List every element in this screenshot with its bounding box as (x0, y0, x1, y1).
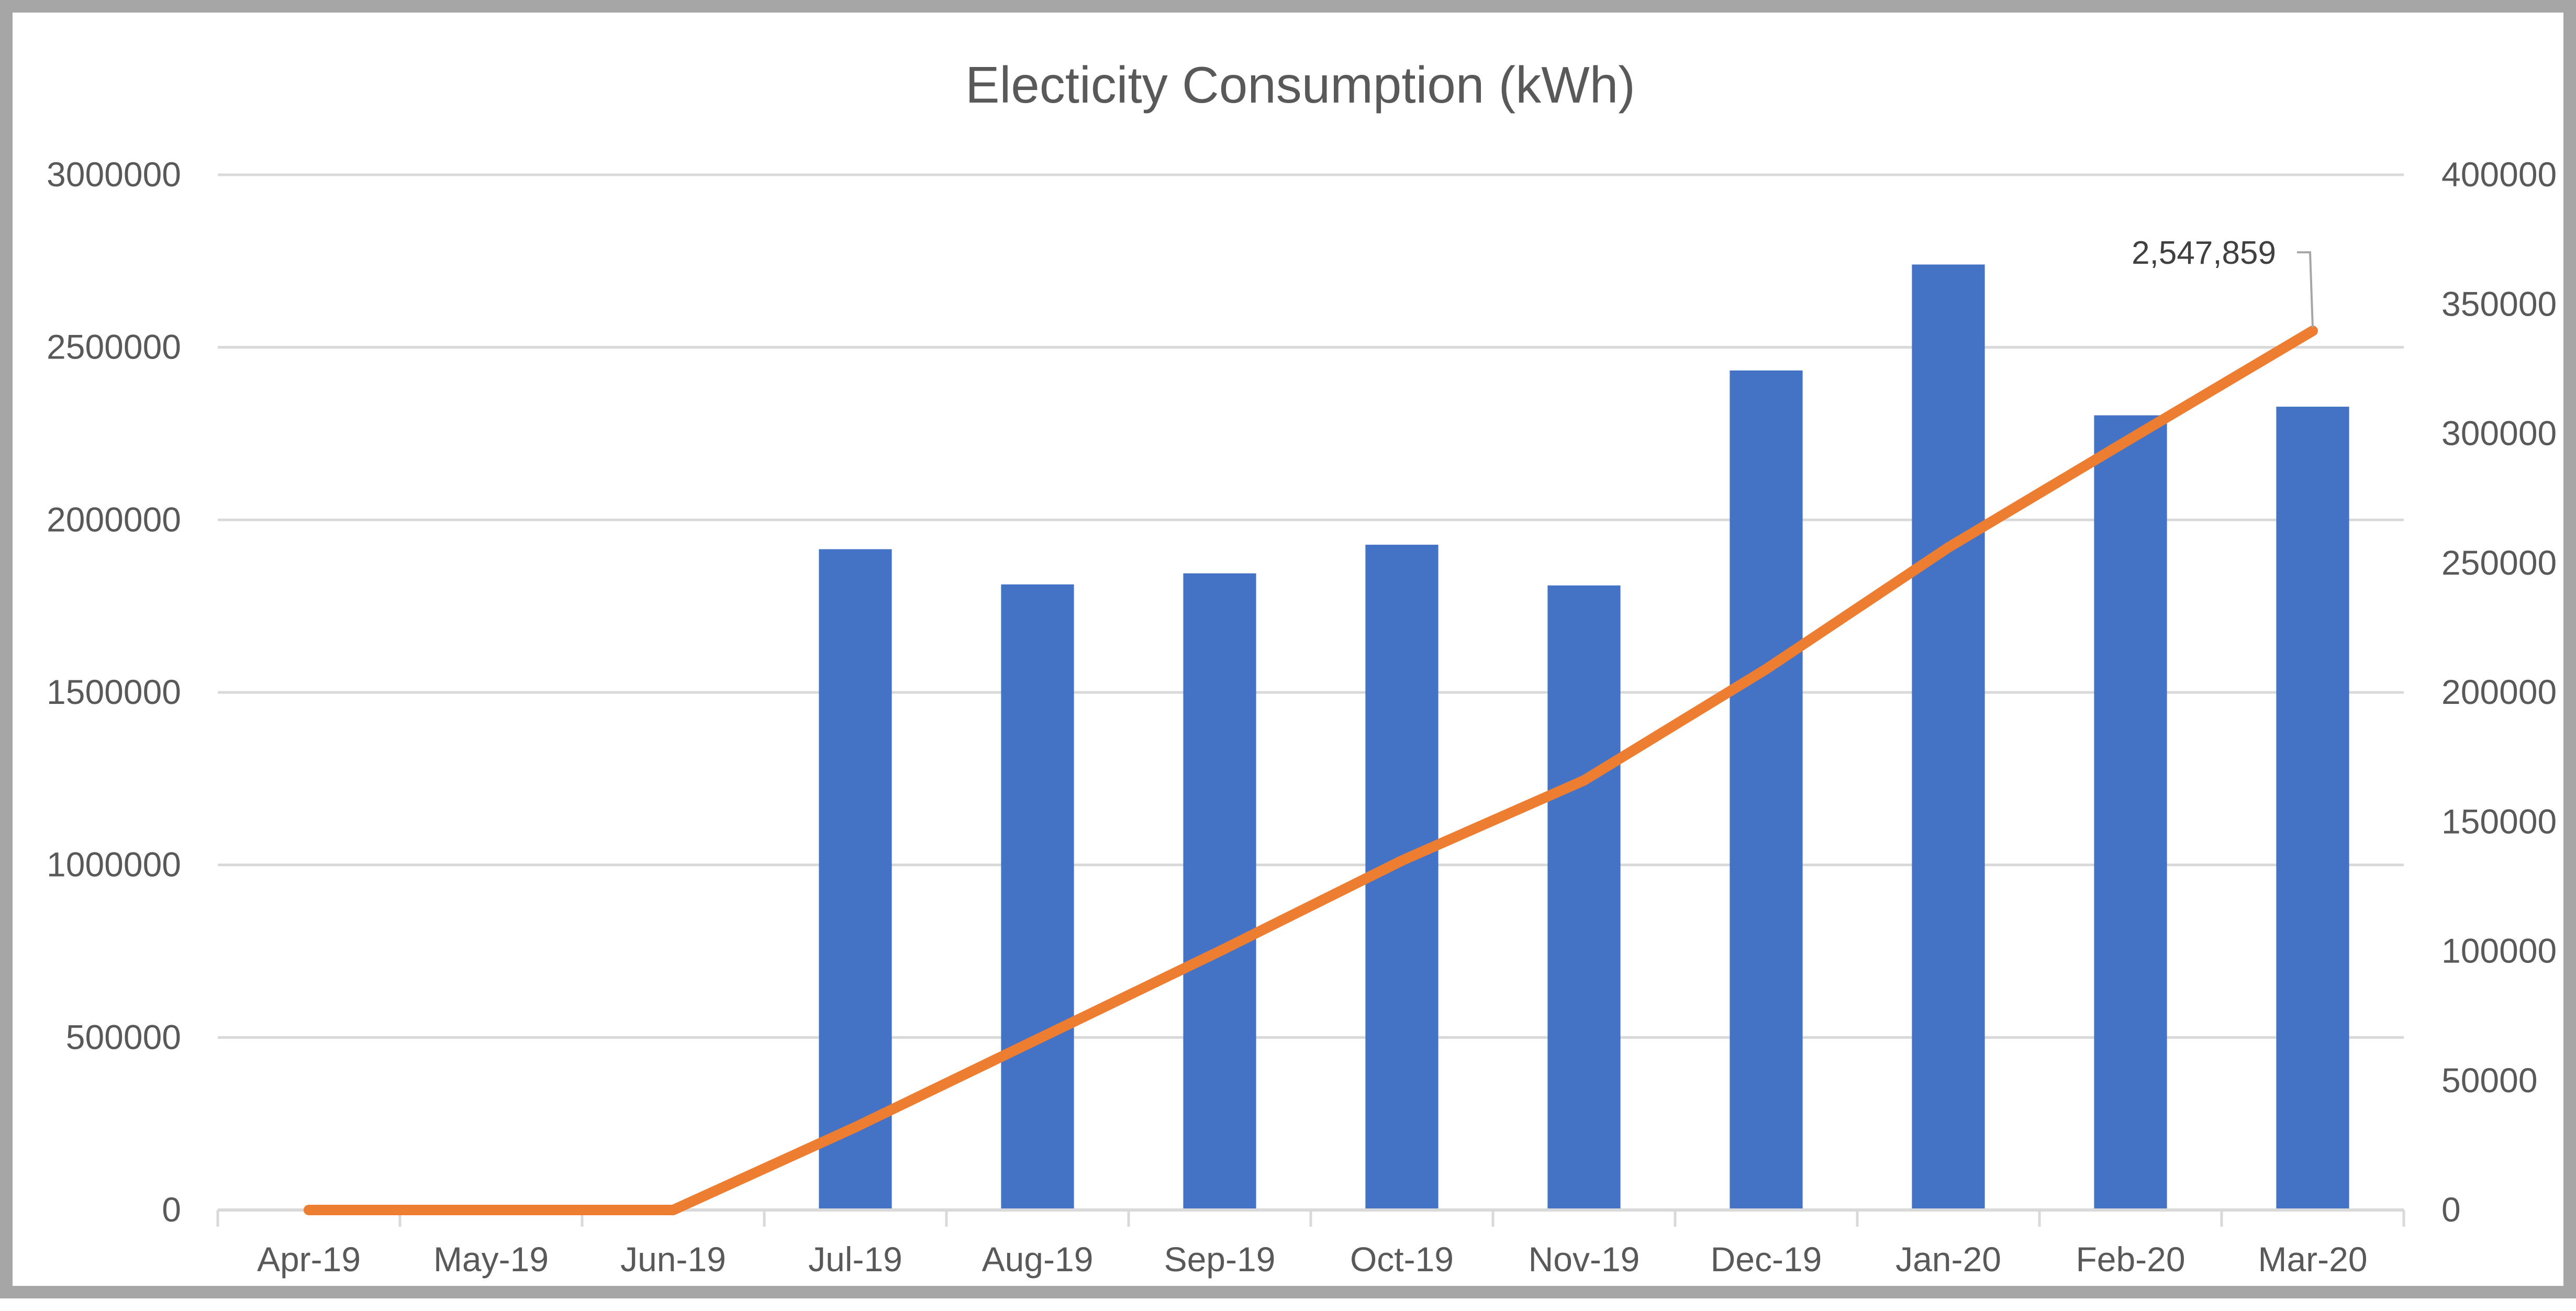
x-tick-label: Jan-20 (1895, 1240, 2001, 1279)
y-right-tick-label: 150000 (2441, 802, 2557, 841)
y-left-tick-label: 0 (162, 1190, 181, 1229)
y-right-tick-label: 50000 (2441, 1061, 2538, 1100)
x-tick-label: Sep-19 (1164, 1240, 1276, 1279)
x-tick-label: Jun-19 (620, 1240, 726, 1279)
bar (1730, 370, 1803, 1210)
bar (2276, 407, 2349, 1210)
chart-title: Electicity Consumption (kWh) (965, 56, 1635, 114)
y-right-tick-label: 300000 (2441, 414, 2557, 453)
bar (1912, 264, 1985, 1211)
y-left-tick-label: 3000000 (47, 155, 181, 194)
y-right-tick-label: 0 (2441, 1190, 2461, 1229)
y-right-tick-label: 350000 (2441, 284, 2557, 323)
x-tick-label: Oct-19 (1350, 1240, 1454, 1279)
y-left-tick-label: 500000 (66, 1017, 181, 1056)
x-tick-label: Aug-19 (982, 1240, 1094, 1279)
data-label-leader (2297, 251, 2314, 328)
bar (1183, 573, 1256, 1210)
bar (1547, 585, 1621, 1210)
x-tick-label: May-19 (433, 1240, 549, 1279)
y-right-tick-label: 250000 (2441, 543, 2557, 582)
bar (819, 549, 892, 1210)
bar (1001, 584, 1074, 1210)
x-tick-label: Mar-20 (2258, 1240, 2367, 1279)
y-right-tick-label: 200000 (2441, 673, 2557, 711)
y-right-tick-label: 400000 (2441, 155, 2557, 194)
chart-svg: Electicity Consumption (kWh) 05000001000… (47, 56, 2557, 1279)
data-label: 2,547,859 (2132, 235, 2276, 271)
x-tick-label: Dec-19 (1711, 1240, 1822, 1279)
y-left-tick-label: 2500000 (47, 328, 181, 366)
x-tick-label: Feb-20 (2076, 1240, 2185, 1279)
x-tick-label: Apr-19 (257, 1240, 361, 1279)
bar (2094, 415, 2167, 1210)
bar-series (819, 264, 2349, 1211)
y-right-tick-label: 100000 (2441, 932, 2557, 970)
x-tick-label: Jul-19 (808, 1240, 902, 1279)
data-labels: 2,547,859 (2132, 235, 2314, 328)
line-series (304, 326, 2318, 1215)
line-path (304, 326, 2318, 1215)
y-left-tick-label: 1500000 (47, 673, 181, 711)
y-left-tick-label: 2000000 (47, 500, 181, 539)
x-tick-label: Nov-19 (1529, 1240, 1640, 1279)
x-axis-labels: Apr-19 May-19 Jun-19 Jul-19 Aug-19 Sep-19 Oct-… (257, 1240, 2368, 1279)
y-left-tick-label: 1000000 (47, 845, 181, 884)
y-axis-left: 0 500000 1000000 1500000 2000000 2500000 30000… (47, 155, 181, 1229)
y-axis-right: 0 50000 100000 150000 200000 250000 300000 3500… (2441, 155, 2557, 1229)
gridlines (218, 173, 2404, 1039)
